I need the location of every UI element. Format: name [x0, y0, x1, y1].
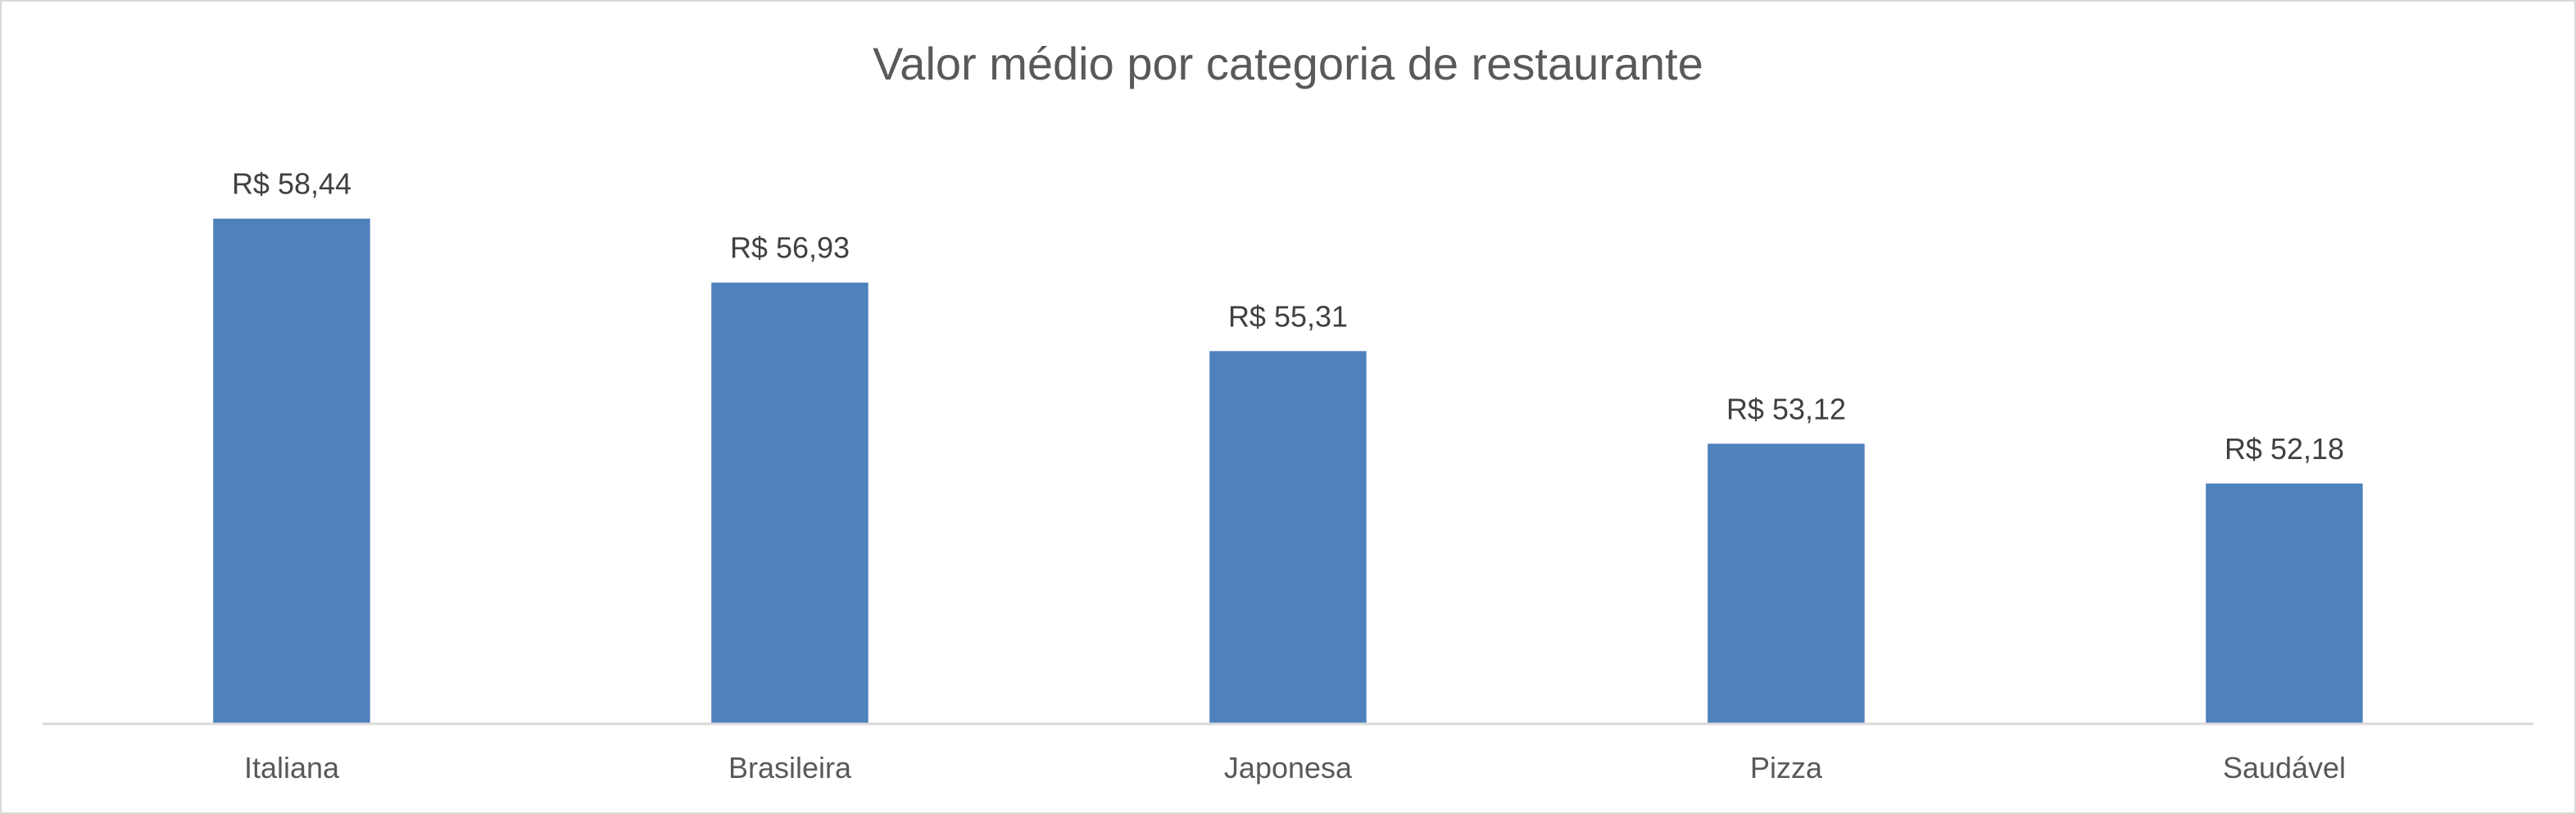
data-label-2: R$ 56,93 — [730, 231, 850, 265]
data-label-4: R$ 53,12 — [1726, 392, 1846, 425]
x-tick-label-1: Italiana — [244, 751, 340, 784]
data-label-1: R$ 58,44 — [232, 167, 351, 201]
bar-5 — [2206, 483, 2363, 724]
labels-layer: R$ 58,44 R$ 56,93 R$ 55,31 R$ 53,12 R$ 52,18 — [232, 167, 2344, 466]
x-tick-label-2: Brasileira — [728, 751, 852, 784]
data-label-3: R$ 55,31 — [1228, 299, 1348, 333]
chart-title: Valor médio por categoria de restaurante — [873, 38, 1703, 89]
bars-layer — [213, 218, 2363, 724]
x-tick-label-4: Pizza — [1750, 751, 1823, 784]
x-tick-label-3: Japonesa — [1224, 751, 1353, 784]
bar-3 — [1209, 351, 1367, 724]
bar-4 — [1708, 443, 1865, 724]
ticks-layer: Italiana Brasileira Japonesa Pizza Saudável — [244, 751, 2346, 784]
bar-2 — [711, 282, 868, 724]
bar-1 — [213, 218, 370, 724]
x-tick-label-5: Saudável — [2223, 751, 2346, 784]
data-label-5: R$ 52,18 — [2225, 432, 2344, 466]
